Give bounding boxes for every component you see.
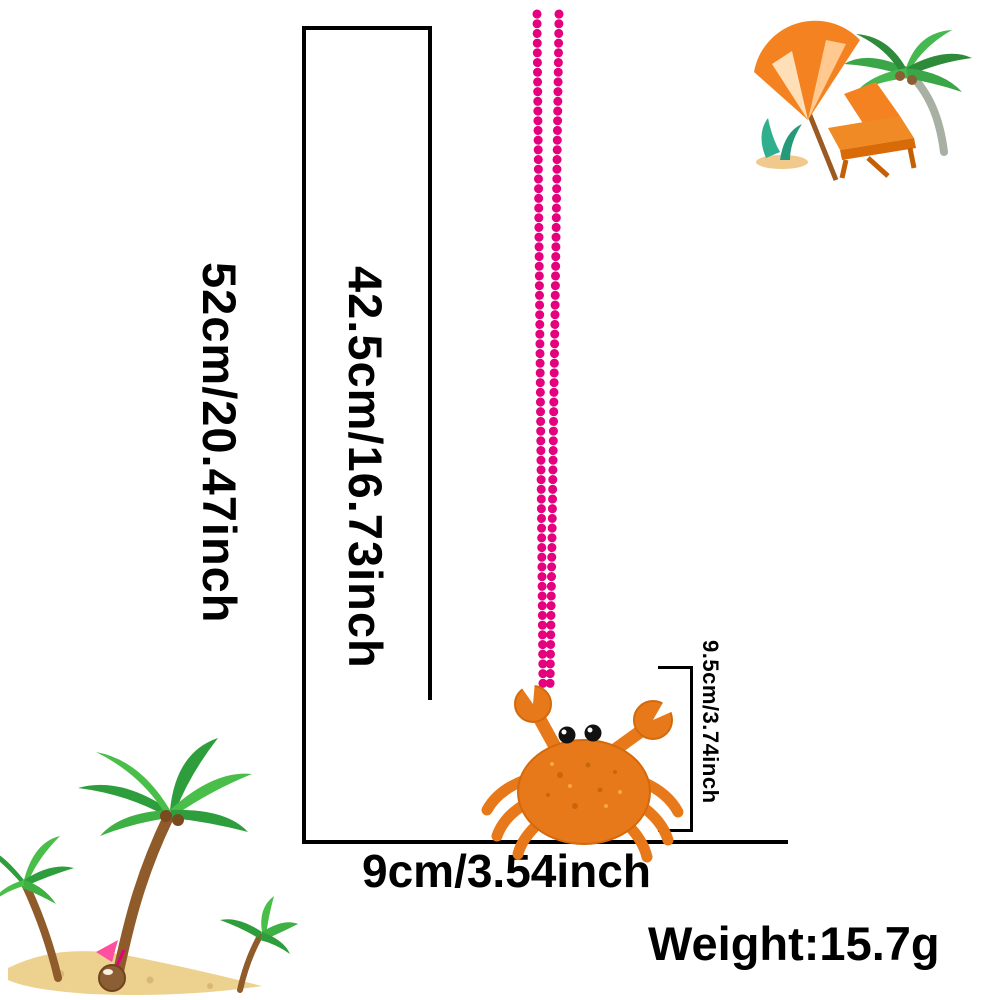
coconut-drink-icon [96, 940, 126, 992]
crab-body [517, 739, 651, 845]
crab-left-claw-notch [519, 681, 535, 704]
crab-pendant [481, 681, 684, 863]
crab-right-eye [584, 724, 602, 742]
bead-strands [532, 9, 564, 695]
pendant-width-label: 9cm/3.54inch [362, 845, 651, 897]
width-line [302, 840, 788, 844]
chain-length-label: 42.5cm/16.73inch [339, 266, 392, 669]
top-tick-line [302, 26, 432, 30]
total-length-line [302, 26, 306, 844]
lounge-chair-icon [828, 82, 917, 179]
palm-tree-right-icon [220, 896, 298, 993]
pendant-top-tick [658, 666, 693, 669]
chain-length-line [428, 26, 432, 700]
beach-umbrella-chair-palm-illustration [754, 20, 972, 181]
total-length-label: 52cm/20.47inch [193, 262, 246, 624]
teal-plant-icon [756, 118, 808, 169]
palm-tree-large-icon [78, 738, 252, 980]
crab-right-claw-notch [653, 699, 678, 720]
crab-left-eye-highlight [561, 729, 567, 735]
beach-umbrella-icon [754, 20, 860, 181]
small-palm-tree-icon [844, 30, 972, 156]
pendant-bottom-tick [658, 829, 693, 832]
weight-label: Weight:15.7g [648, 917, 940, 970]
crab-glitter [546, 762, 622, 809]
bead-strand-left [532, 9, 548, 695]
sand-mound [8, 951, 262, 995]
crab-right-eye-highlight [587, 727, 593, 733]
crab-left-eye [558, 726, 576, 744]
pendant-height-line [690, 667, 693, 832]
pendant-height-label: 9.5cm/3.74inch [698, 640, 723, 804]
bead-strand-right [545, 9, 564, 695]
palm-tree-left-icon [0, 836, 74, 982]
palm-trees-sand-illustration [0, 738, 298, 995]
